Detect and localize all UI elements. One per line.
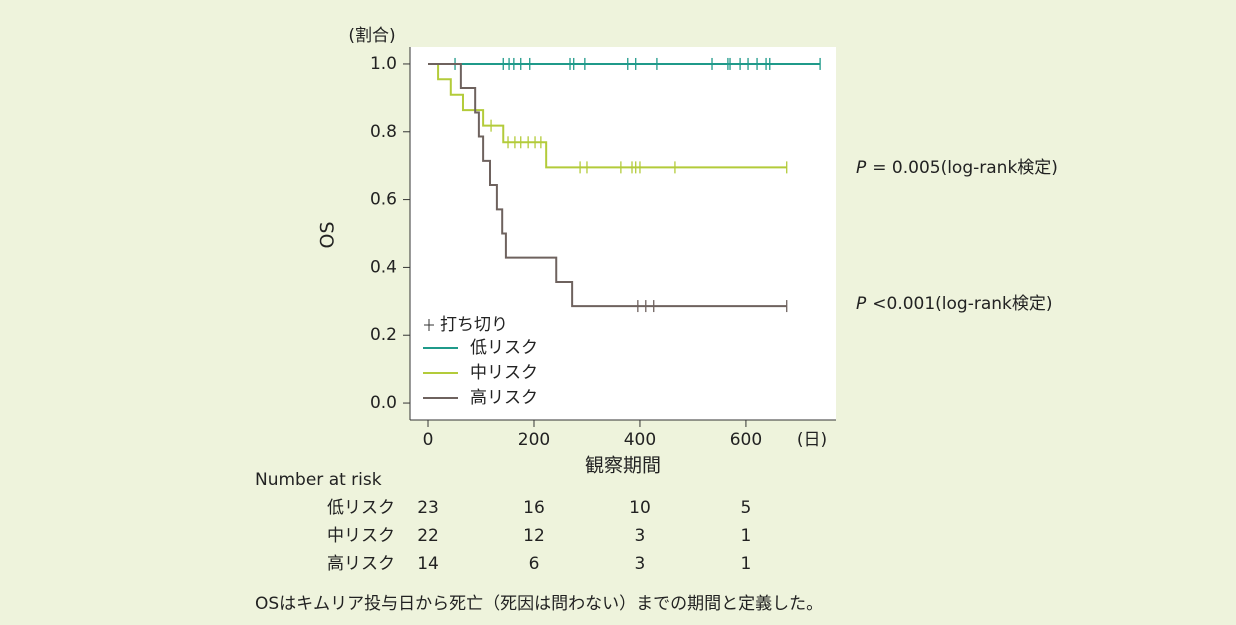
risk-value: 1 — [741, 526, 752, 546]
y-tick-label: 0.4 — [370, 257, 397, 277]
risk-value: 5 — [741, 498, 752, 518]
risk-row-label: 高リスク — [327, 554, 395, 574]
y-tick-label: 0.6 — [370, 190, 397, 210]
risk-value: 23 — [417, 498, 439, 518]
x-tick-label: 200 — [518, 430, 550, 450]
footnote: OSはキムリア投与日から死亡（死因は問わない）までの期間と定義した。 — [255, 594, 823, 614]
risk-value: 3 — [635, 554, 646, 574]
y-label: OS — [317, 221, 339, 248]
risk-value: 10 — [629, 498, 651, 518]
p-value-annotation: P = 0.005(log-rank検定) — [856, 158, 1058, 178]
p-symbol: P — [856, 294, 867, 314]
y-tick-label: 0.0 — [370, 393, 397, 413]
risk-row-label: 低リスク — [327, 498, 395, 518]
risk-value: 22 — [417, 526, 439, 546]
risk-row-label: 中リスク — [327, 526, 395, 546]
x-label: 観察期間 — [585, 455, 661, 477]
survival-line — [428, 62, 787, 308]
y-tick-label: 1.0 — [370, 54, 397, 74]
risk-value: 14 — [417, 554, 439, 574]
risk-title: Number at risk — [255, 470, 382, 490]
survival-line — [428, 62, 787, 169]
p-text: = 0.005(log-rank検定) — [872, 158, 1058, 178]
risk-value: 16 — [523, 498, 545, 518]
p-text: <0.001(log-rank検定) — [872, 294, 1052, 314]
legend-label: 低リスク — [470, 338, 538, 358]
x-unit: (日) — [797, 430, 827, 450]
p-symbol: P — [856, 158, 867, 178]
legend-label: 打ち切り — [440, 315, 508, 335]
risk-value: 6 — [529, 554, 540, 574]
legend-label: 中リスク — [470, 363, 538, 383]
y-unit: (割合) — [348, 26, 395, 46]
p-value-annotation: P <0.001(log-rank検定) — [856, 294, 1053, 314]
x-tick-label: 600 — [730, 430, 762, 450]
risk-value: 1 — [741, 554, 752, 574]
risk-value: 12 — [523, 526, 545, 546]
y-tick-label: 0.2 — [370, 325, 397, 345]
x-tick-label: 0 — [423, 430, 434, 450]
x-tick-label: 400 — [624, 430, 656, 450]
risk-value: 3 — [635, 526, 646, 546]
y-tick-label: 0.8 — [370, 122, 397, 142]
legend-label: 高リスク — [470, 388, 538, 408]
